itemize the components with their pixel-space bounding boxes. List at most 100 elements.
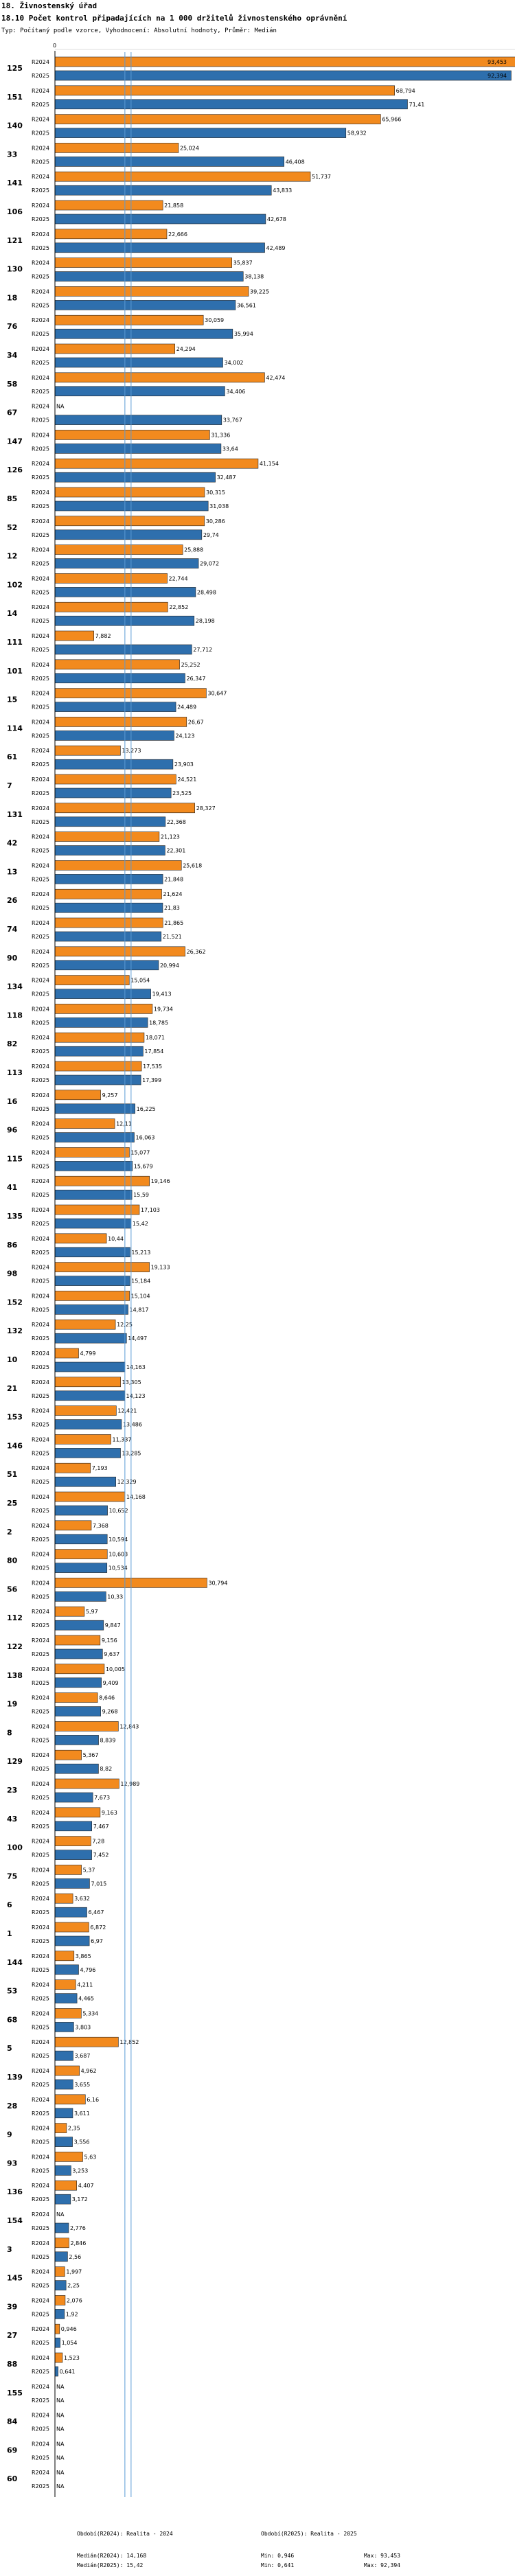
series-label: R2024: [32, 490, 49, 496]
value-label: 16,063: [136, 1135, 155, 1141]
bar-r2024: [54, 1233, 107, 1244]
value-label: 22,368: [167, 819, 186, 825]
series-label: R2024: [32, 1609, 49, 1615]
value-label: 13,486: [123, 1422, 142, 1428]
value-label: 43,833: [273, 187, 292, 194]
series-label: R2024: [32, 260, 49, 266]
min-2025-label: Min: 0,641: [261, 2562, 295, 2568]
bar-r2024: [54, 1836, 91, 1846]
category-label: 115: [7, 1154, 23, 1163]
value-label: 28,327: [196, 805, 216, 812]
value-label: NA: [56, 2454, 65, 2461]
value-label: 7,467: [93, 1824, 109, 1830]
value-label: 26,347: [186, 676, 205, 682]
bar-r2024: [54, 85, 395, 96]
bar-r2024: [54, 975, 130, 985]
value-label: 30,794: [208, 1580, 227, 1586]
value-label: NA: [56, 2413, 65, 2419]
bar-r2025: [54, 415, 222, 425]
bar-r2025: [54, 644, 192, 655]
value-label: 15,104: [131, 1293, 150, 1299]
bar-r2025: [54, 1935, 90, 1946]
value-label: 3,556: [74, 2139, 90, 2146]
bar-r2025: [54, 1993, 78, 2003]
category-label: 27: [7, 2331, 17, 2340]
value-label: 36,561: [237, 302, 256, 308]
value-label: 31,038: [209, 503, 229, 509]
series-label: R2024: [32, 1063, 49, 1070]
value-label: 17,399: [142, 1077, 161, 1083]
value-label: 93,453: [488, 59, 507, 65]
value-label: 35,837: [233, 260, 253, 266]
series-label: R2025: [32, 589, 49, 595]
bar-r2024: [54, 1606, 85, 1617]
value-label: 10,652: [109, 1508, 128, 1514]
category-label: 2: [7, 1528, 12, 1537]
value-label: 2,076: [67, 2297, 82, 2303]
series-label: R2024: [32, 2441, 49, 2447]
series-label: R2024: [32, 203, 49, 209]
value-label: 3,611: [74, 2111, 90, 2117]
category-label: 23: [7, 1786, 17, 1795]
bar-r2024: [54, 1434, 111, 1445]
value-label: 25,252: [181, 662, 201, 668]
category-label: 126: [7, 465, 23, 474]
bar-r2025: [54, 1706, 101, 1716]
series-label: R2025: [32, 647, 49, 653]
value-label: 4,465: [78, 1996, 94, 2002]
category-label: 69: [7, 2446, 17, 2454]
category-label: 82: [7, 1039, 17, 1048]
category-label: 21: [7, 1384, 17, 1393]
series-label: R2025: [32, 934, 49, 940]
bar-r2025: [54, 157, 285, 167]
series-label: R2024: [32, 2355, 49, 2361]
bar-r2024: [54, 659, 180, 670]
bar-r2025: [54, 529, 203, 540]
series-label: R2024: [32, 1695, 49, 1701]
category-label: 112: [7, 1613, 23, 1622]
value-label: 6,467: [89, 1909, 104, 1916]
bar-r2025: [54, 2251, 68, 2262]
series-label: R2025: [32, 1537, 49, 1543]
bar-r2025: [54, 2337, 60, 2348]
category-label: 139: [7, 2073, 23, 2082]
bar-r2024: [54, 1778, 119, 1789]
value-label: 13,305: [122, 1379, 141, 1385]
bar-r2025: [54, 2022, 74, 2032]
min-2024-label: Min: 0,946: [261, 2553, 295, 2559]
value-label: 39,225: [250, 288, 269, 295]
category-label: 121: [7, 236, 23, 245]
series-label: R2024: [32, 518, 49, 525]
bar-r2025: [54, 1074, 141, 1085]
bar-r2025: [54, 300, 236, 310]
category-label: 53: [7, 1987, 17, 1996]
bar-r2024: [54, 516, 205, 527]
series-label: R2024: [32, 1408, 49, 1414]
category-label: 41: [7, 1183, 17, 1192]
bar-r2025: [54, 1189, 133, 1200]
value-label: 21,123: [161, 834, 180, 840]
series-label: R2025: [32, 618, 49, 624]
value-label: 8,839: [100, 1737, 116, 1743]
value-label: 14,497: [128, 1335, 147, 1342]
series-label: R2024: [32, 1436, 49, 1442]
series-label: R2024: [32, 1666, 49, 1672]
series-label: R2025: [32, 1967, 49, 1973]
category-label: 12: [7, 552, 17, 561]
bar-r2025: [54, 931, 162, 942]
value-label: 12,11: [116, 1121, 132, 1127]
series-label: R2025: [32, 733, 49, 739]
category-label: 114: [7, 724, 23, 733]
bar-r2024: [54, 1951, 75, 1962]
series-label: R2024: [32, 1350, 49, 1357]
bar-r2025: [54, 185, 272, 196]
category-label: 25: [7, 1499, 17, 1508]
series-label: R2025: [32, 1909, 49, 1916]
value-label: 22,852: [169, 604, 188, 610]
value-label: 71,41: [409, 102, 424, 108]
series-label: R2024: [32, 748, 49, 754]
bar-r2024: [54, 143, 179, 153]
series-label: R2025: [32, 2225, 49, 2231]
chart-note: Typ: Počítaný podle vzorce, Vyhodnocení:…: [1, 27, 277, 34]
series-label: R2025: [32, 876, 49, 882]
